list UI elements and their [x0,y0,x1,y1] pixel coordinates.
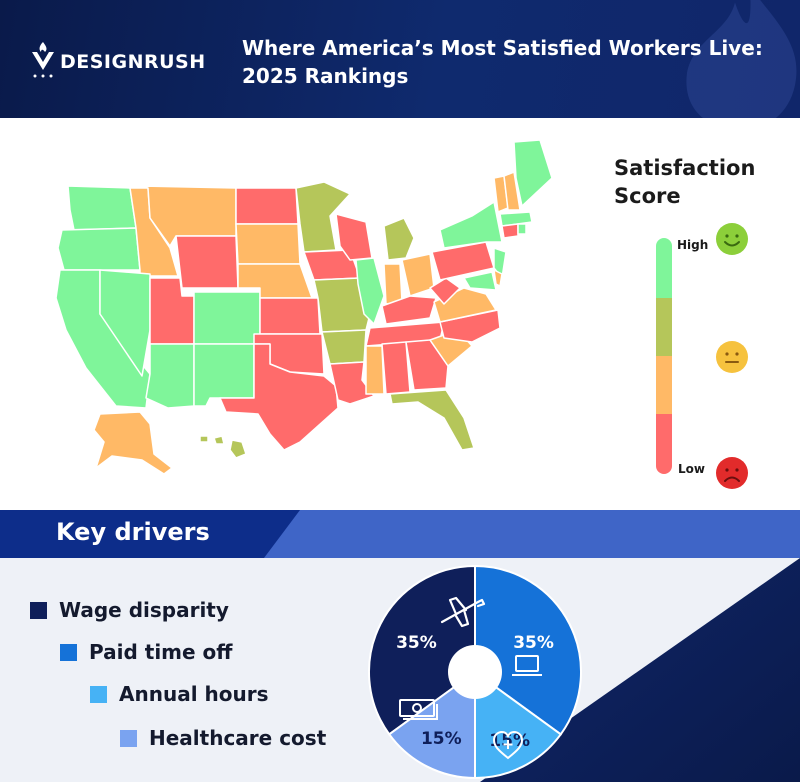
state-hawaii-2 [213,435,225,445]
legend-title-line-2: Score [614,184,681,208]
driver-paid-time-off: Paid time off [60,640,232,664]
flame-decoration-icon [686,0,797,118]
state-maine [513,139,553,207]
scale-high-label: High [677,238,709,252]
scale-segment-high [656,238,672,298]
brand-name: DESIGNRUSH [60,51,206,73]
driver-wage-disparity: Wage disparity [30,598,229,622]
happy-face-icon [716,223,748,255]
neutral-face-icon [716,341,748,373]
key-drivers-banner-accent [0,510,300,558]
scale-segment-mid-low [656,356,672,414]
legend-title: Satisfaction Score [614,154,774,210]
state-kansas [259,297,321,335]
state-wyoming [175,235,239,289]
drivers-donut-chart: 35% 35%15%15% [368,564,582,780]
driver-label: Annual hours [119,682,269,706]
state-michigan [383,217,415,261]
driver-label: Paid time off [89,640,233,664]
donut-hole [448,645,502,699]
header: DESIGNRUSH Where America’s Most Satisfie… [0,0,800,118]
airplane-icon [440,596,486,628]
state-north-dakota [235,187,299,225]
state-new-mexico [193,343,255,407]
state-new-hampshire [503,171,521,211]
state-kentucky [381,295,437,325]
pie-label-healthcare-cost: 15% [421,729,462,749]
legend-swatch [30,601,47,619]
legend-swatch [60,643,77,661]
scale-segment-low [656,414,672,474]
state-massachusetts [499,211,533,227]
state-texas [219,343,339,451]
state-nevada [99,269,151,377]
driver-label: Wage disparity [59,598,229,622]
state-colorado [193,291,261,345]
heart-plus-icon [492,730,524,760]
us-satisfaction-map [55,139,553,475]
designrush-logo-icon [32,42,54,78]
state-illinois [355,257,385,325]
state-west-virginia [429,277,461,305]
state-washington [67,185,137,231]
state-alabama [381,341,411,395]
state-new-york [439,201,503,249]
state-oregon [57,227,141,271]
state-alaska [93,411,173,475]
state-arkansas [321,329,367,365]
state-rhode-island [517,223,527,235]
brand-logo: DESIGNRUSH [30,40,206,80]
scale-segment-mid-high [656,298,672,356]
state-mississippi [365,345,385,395]
state-ohio [401,253,435,297]
state-indiana [383,263,403,305]
state-arizona [145,343,195,409]
scale-low-label: Low [678,462,705,476]
pie-label-wage-disparity: 35% [396,633,437,653]
satisfaction-scale-bar [656,238,672,474]
pie-slice-paid-time-off [474,564,582,736]
page-title: Where America’s Most Satisfied Workers L… [242,34,782,90]
title-line-2: 2025 Rankings [242,64,409,88]
state-connecticut [501,223,519,239]
key-drivers-title: Key drivers [56,518,210,546]
state-louisiana [329,361,375,405]
title-line-1: Where America’s Most Satisfied Workers L… [242,36,763,60]
driver-label: Healthcare cost [149,726,327,750]
sad-face-icon [716,457,748,489]
state-south-dakota [235,223,301,265]
state-delaware [493,269,503,287]
money-icon [399,699,438,720]
state-maryland [463,271,497,291]
state-hawaii-3 [229,439,247,459]
pie-label-paid-time-off: 35% [513,633,554,653]
legend-title-line-1: Satisfaction [614,156,756,180]
state-hawaii-1 [199,435,209,443]
legend-swatch [90,685,107,703]
laptop-icon [512,655,542,676]
legend-swatch [120,729,137,747]
state-minnesota [295,181,351,253]
pie-slice-wage-disparity [368,564,476,736]
pie-slice-healthcare-cost [387,670,476,780]
state-florida [389,389,475,451]
driver-annual-hours: Annual hours [90,682,269,706]
driver-healthcare-cost: Healthcare cost [120,726,326,750]
state-georgia [405,339,449,391]
pie-slice-annual-hours [474,670,563,780]
